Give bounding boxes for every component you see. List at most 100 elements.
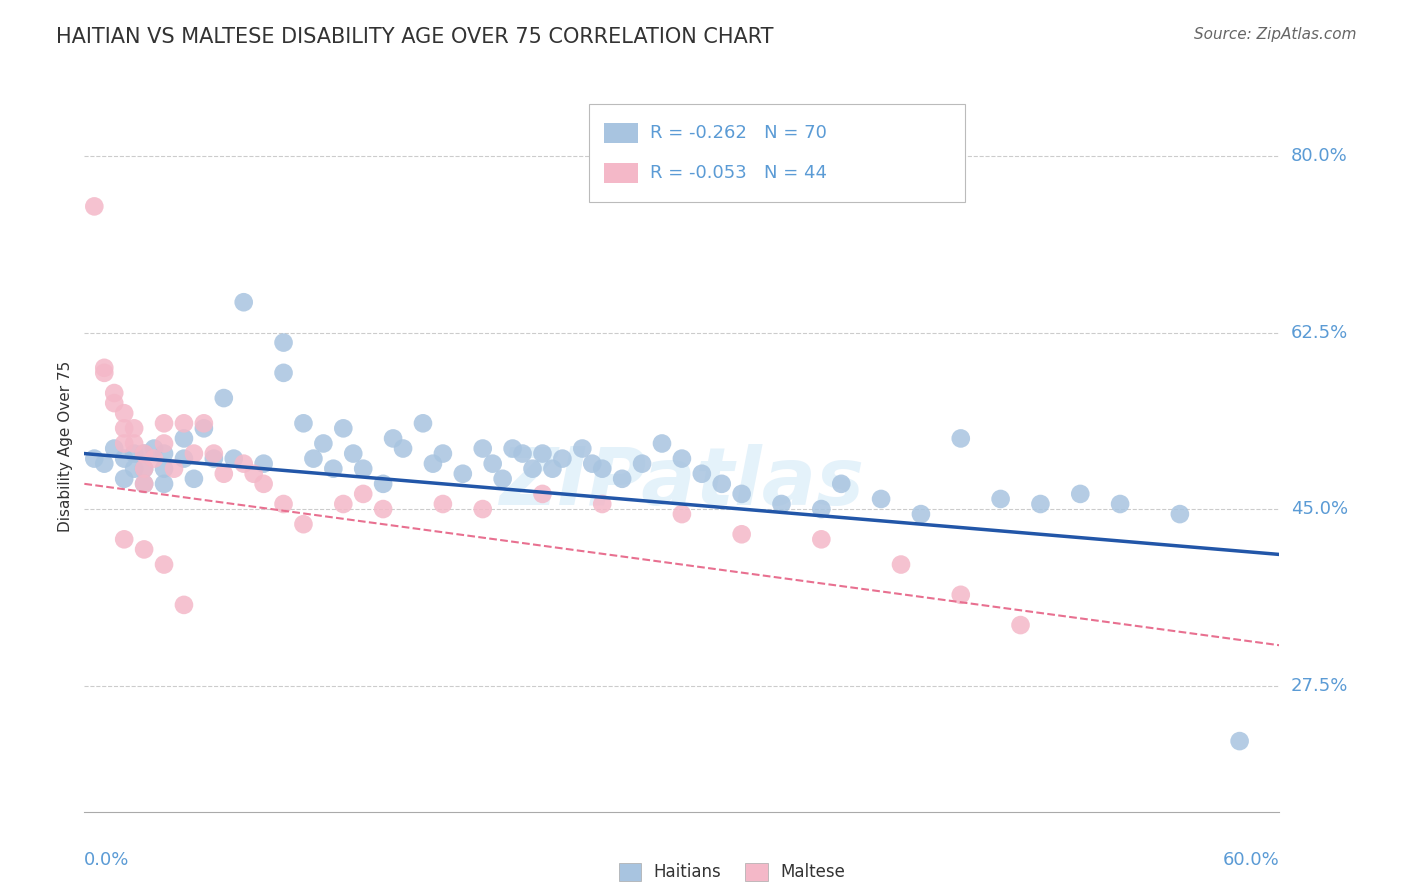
Point <box>153 417 176 431</box>
Text: R = -0.053   N = 44: R = -0.053 N = 44 <box>650 164 827 182</box>
Point <box>143 451 166 466</box>
Point <box>770 497 793 511</box>
Point <box>1029 497 1052 511</box>
Point <box>1229 734 1251 748</box>
Point <box>153 476 176 491</box>
Point <box>690 467 713 481</box>
Text: 0.0%: 0.0% <box>84 851 129 869</box>
Point <box>731 487 754 501</box>
Point <box>830 476 852 491</box>
Point <box>112 472 135 486</box>
Point <box>710 476 733 491</box>
Point <box>352 487 374 501</box>
Point <box>242 467 264 481</box>
Point <box>253 476 276 491</box>
Point <box>502 442 524 456</box>
Point <box>551 451 574 466</box>
Point <box>392 442 415 456</box>
Point <box>890 558 912 572</box>
Point <box>153 558 176 572</box>
Point <box>153 461 176 475</box>
Point <box>173 417 195 431</box>
Point <box>93 360 115 375</box>
Y-axis label: Disability Age Over 75: Disability Age Over 75 <box>58 360 73 532</box>
Point <box>312 436 335 450</box>
Point <box>132 446 156 460</box>
Point <box>451 467 474 481</box>
Point <box>103 386 125 401</box>
Point <box>112 436 135 450</box>
Point <box>112 451 135 466</box>
Text: 62.5%: 62.5% <box>1291 324 1348 342</box>
Point <box>183 446 205 460</box>
Point <box>132 461 156 475</box>
Point <box>522 461 544 475</box>
Text: 27.5%: 27.5% <box>1291 677 1348 695</box>
FancyBboxPatch shape <box>605 163 638 184</box>
Point <box>412 417 434 431</box>
Point <box>342 446 364 460</box>
Point <box>671 507 693 521</box>
Point <box>253 457 276 471</box>
Text: HAITIAN VS MALTESE DISABILITY AGE OVER 75 CORRELATION CHART: HAITIAN VS MALTESE DISABILITY AGE OVER 7… <box>56 27 773 46</box>
Text: 80.0%: 80.0% <box>1291 147 1347 165</box>
Text: Haitians: Haitians <box>654 863 721 881</box>
Point <box>153 436 176 450</box>
Point <box>373 502 395 516</box>
Point <box>990 491 1012 506</box>
Point <box>591 497 613 511</box>
Point <box>122 421 145 435</box>
Point <box>731 527 754 541</box>
Point <box>222 451 245 466</box>
Point <box>193 417 215 431</box>
Point <box>132 542 156 557</box>
Point <box>492 472 515 486</box>
Point <box>810 533 832 547</box>
Point <box>193 421 215 435</box>
Point <box>112 533 135 547</box>
Point <box>432 446 454 460</box>
Point <box>132 446 156 460</box>
Point <box>93 457 115 471</box>
Point <box>302 451 325 466</box>
Point <box>143 442 166 456</box>
Point <box>810 502 832 516</box>
Point <box>153 446 176 460</box>
Point <box>671 451 693 466</box>
Point <box>422 457 444 471</box>
FancyBboxPatch shape <box>605 123 638 144</box>
Point <box>212 391 235 405</box>
Point <box>612 472 634 486</box>
Point <box>202 451 225 466</box>
Point <box>122 436 145 450</box>
Point <box>273 497 295 511</box>
Point <box>122 446 145 460</box>
Point <box>122 461 145 475</box>
Point <box>273 366 295 380</box>
Point <box>870 491 893 506</box>
Point <box>512 446 534 460</box>
Point <box>83 451 105 466</box>
Point <box>132 476 156 491</box>
Point <box>1168 507 1191 521</box>
Text: Maltese: Maltese <box>780 863 845 881</box>
Point <box>132 461 156 475</box>
Point <box>531 446 554 460</box>
Point <box>163 461 186 475</box>
Point <box>112 421 135 435</box>
Point <box>93 366 115 380</box>
Point <box>352 461 374 475</box>
Point <box>103 396 125 410</box>
Point <box>581 457 603 471</box>
Text: 45.0%: 45.0% <box>1291 500 1348 518</box>
Point <box>910 507 932 521</box>
Point <box>432 497 454 511</box>
Point <box>273 335 295 350</box>
Text: 60.0%: 60.0% <box>1223 851 1279 869</box>
Point <box>531 487 554 501</box>
Point <box>471 442 494 456</box>
Point <box>173 598 195 612</box>
Point <box>112 406 135 420</box>
Point <box>212 467 235 481</box>
Point <box>949 432 972 446</box>
